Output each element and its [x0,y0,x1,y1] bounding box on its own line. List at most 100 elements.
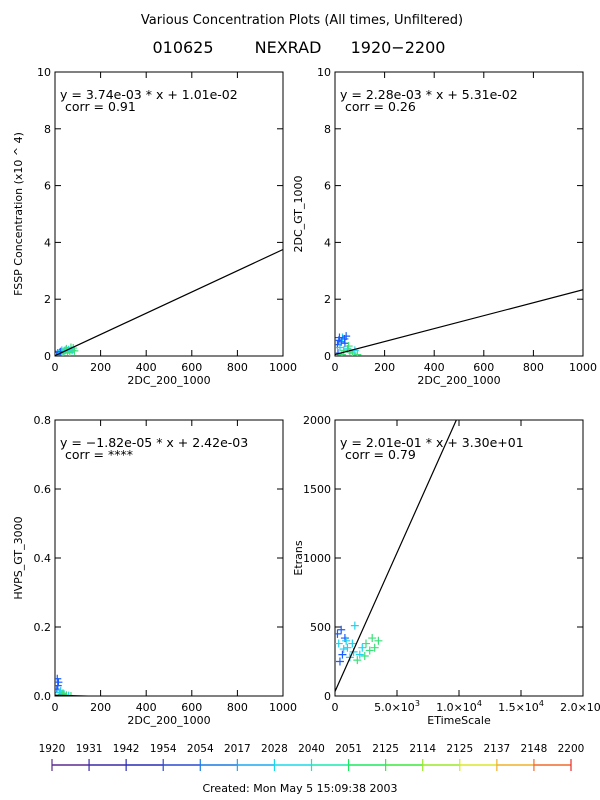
y-tick-label: 0 [324,350,331,363]
x-axis-label: 2DC_200_1000 [127,374,210,387]
subtitle-source: NEXRAD [255,38,322,57]
data-point [55,674,62,683]
data-point [370,643,379,652]
data-point [350,621,359,630]
data-point [358,643,367,652]
x-tick-label: 600 [181,701,202,714]
legend-time-label: 2051 [335,743,362,755]
legend-time-label: 2125 [446,743,473,755]
x-tick-label: 800 [227,701,248,714]
data-point [340,334,349,343]
y-tick-label: 0 [44,350,51,363]
x-tick-label: 1.5×104 [498,699,544,714]
y-axis-label: HVPS_GT_3000 [12,516,25,599]
time-color-legend: 1920 1931 1942 1954 2054 2017 2028 2040 2051 2125… [39,743,585,771]
data-point [335,639,343,648]
data-point [66,692,75,696]
data-point [335,657,344,666]
y-tick-label: 8 [324,123,331,136]
scatter-points [335,621,383,666]
y-tick-label: 500 [310,621,331,634]
data-point [335,629,342,638]
x-tick-label: 1.0×104 [436,699,482,714]
x-tick-label: 400 [424,361,445,374]
data-point [337,625,346,634]
y-tick-label: 2 [44,293,51,306]
plot-p4: 0 5.0×103 1.0×104 1.5×104 2.0×104 0 500 1000 150… [292,414,600,727]
data-point [368,634,377,643]
plot-p3: 0 200 400 600 800 1000 0.0 0.2 0.4 0.6 0.8 2DC_200_… [12,414,297,727]
data-point [365,646,374,655]
data-point [353,350,362,356]
y-axis-label: FSSP Concentration (x10 ^ 4) [12,132,25,296]
data-point [353,656,362,665]
fit-line [335,420,458,692]
y-axis-label: 2DC_GT_1000 [292,176,305,253]
fit-equation: y = 2.01e-01 * x + 3.30e+01 [340,435,524,450]
correlation-label: corr = 0.26 [345,99,416,114]
x-tick-label: 1000 [569,361,597,374]
y-tick-label: 4 [44,236,51,249]
data-point [362,639,370,648]
subtitle-time: 1920−2200 [351,38,446,57]
fit-equation: y = 2.28e-03 * x + 5.31e-02 [340,87,518,102]
legend-time-label: 1931 [76,743,103,755]
page-title: Various Concentration Plots (All times, … [141,13,463,28]
correlation-label: corr = **** [65,447,133,462]
legend-time-label: 2054 [187,743,214,755]
plot-frame [334,71,584,357]
legend-time-label: 2148 [521,743,548,755]
legend-time-label: 2137 [483,743,510,755]
scatter-points [335,332,362,356]
x-tick-label: 0 [332,701,339,714]
data-point [344,342,353,351]
y-tick-label: 0 [324,690,331,703]
x-tick-label: 200 [90,361,111,374]
y-tick-label: 0.6 [34,483,52,496]
x-tick-label: 1000 [269,701,297,714]
plot-frame [54,71,284,357]
x-tick-label: 200 [374,361,395,374]
y-tick-label: 0.4 [34,552,52,565]
plot-p2: 0 200 400 600 800 1000 0 2 4 6 8 10 2DC_200_1000 2DC_… [292,66,597,387]
y-tick-label: 2000 [303,414,331,427]
x-tick-label: 2.0×104 [560,699,600,714]
data-point [348,639,357,648]
x-tick-label: 200 [90,701,111,714]
x-tick-label: 0 [332,361,339,374]
x-tick-label: 5.0×103 [374,699,420,714]
data-point [55,681,62,690]
x-tick-label: 0 [52,701,59,714]
data-point [70,346,79,355]
y-tick-label: 10 [37,66,51,79]
legend-time-label: 2028 [261,743,288,755]
legend-time-label: 1954 [150,743,177,755]
y-tick-label: 0.0 [34,690,52,703]
legend-time-label: 2200 [558,743,585,755]
x-axis-label: 2DC_200_1000 [127,714,210,727]
y-tick-label: 2 [324,293,331,306]
x-axis-label: 2DC_200_1000 [417,374,500,387]
y-tick-label: 6 [324,180,331,193]
data-point [360,651,369,660]
correlation-label: corr = 0.91 [65,99,136,114]
data-point [343,643,352,652]
fit-equation: y = 3.74e-03 * x + 1.01e-02 [60,87,238,102]
y-axis-label: Etrans [292,540,305,575]
data-point [342,636,351,645]
x-tick-label: 0 [52,361,59,374]
data-point [339,645,348,654]
x-tick-label: 800 [523,361,544,374]
fit-line [335,289,583,356]
data-point [55,678,63,687]
x-tick-label: 600 [473,361,494,374]
data-point [374,636,383,645]
y-tick-label: 0.8 [34,414,52,427]
y-tick-label: 0.2 [34,621,52,634]
fit-line [55,248,283,356]
y-tick-label: 1500 [303,483,331,496]
x-axis-label: ETimeScale [427,714,491,727]
subtitle-date: 010625 [152,38,213,57]
legend-time-label: 1942 [113,743,140,755]
